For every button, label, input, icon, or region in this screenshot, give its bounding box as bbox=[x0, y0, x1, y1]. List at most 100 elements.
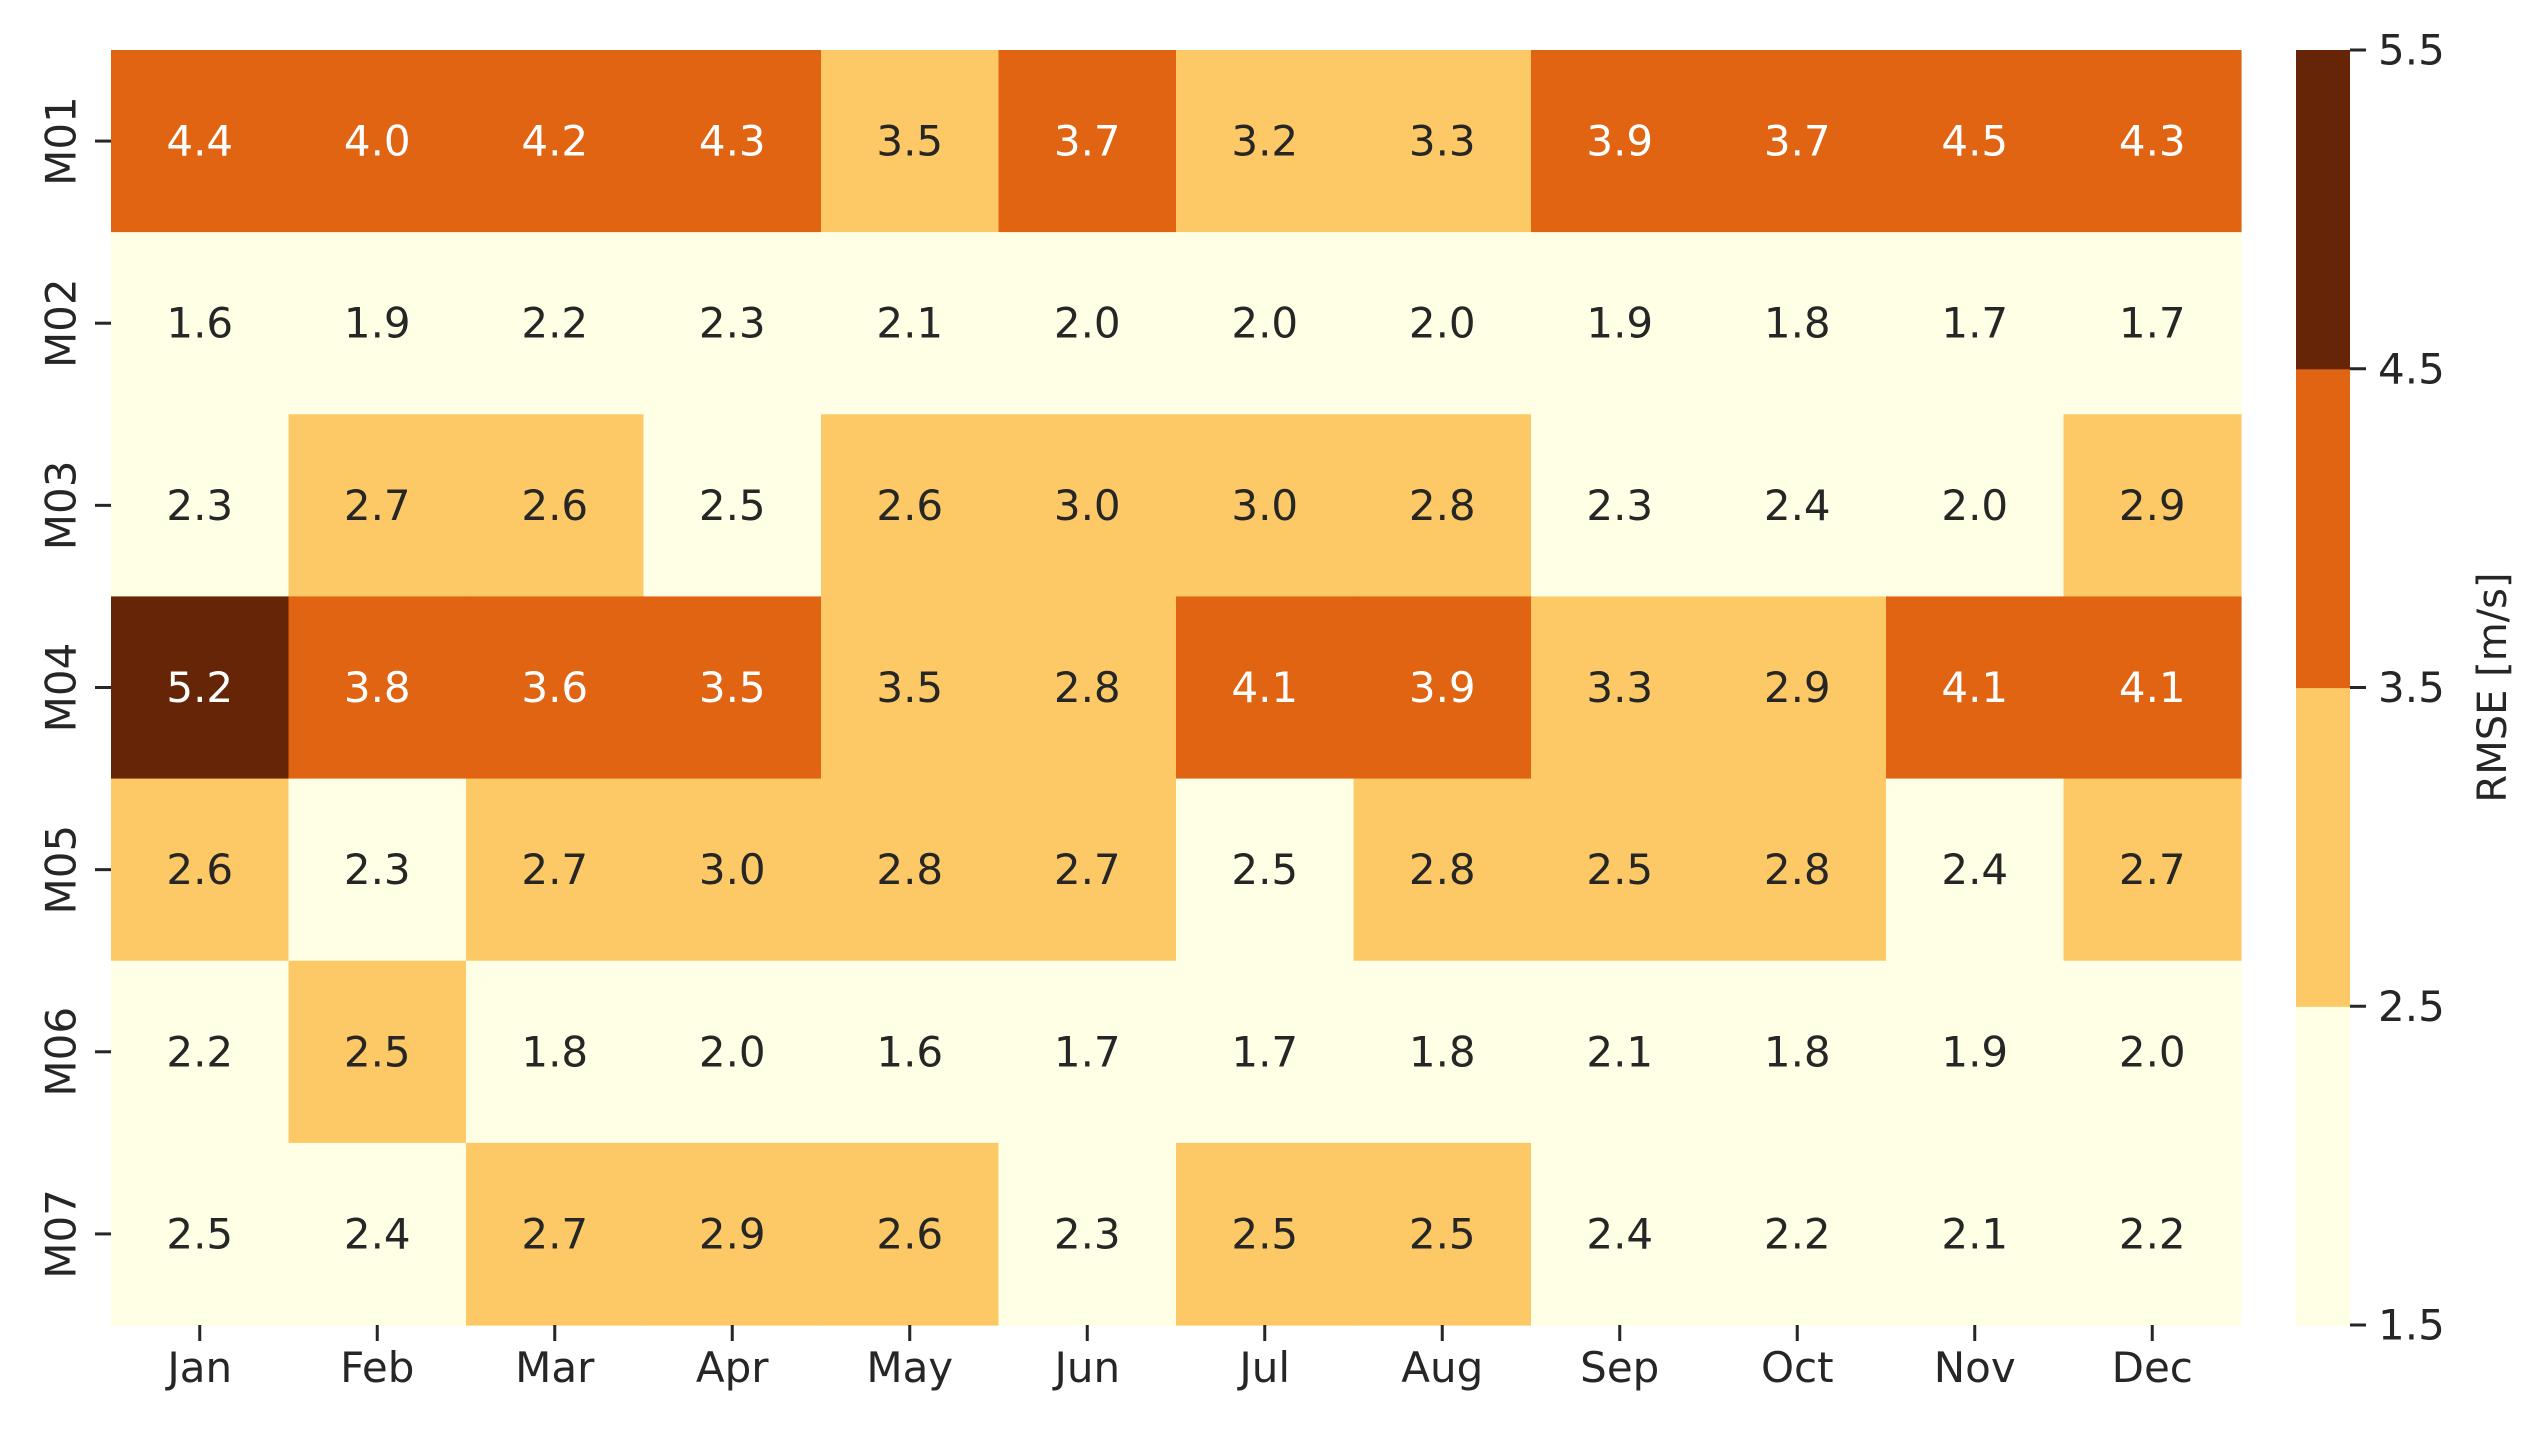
heatmap-cell bbox=[466, 232, 645, 415]
colorbar: 1.5 2.5 3.5 4.5 5.5 RMSE [m/s] bbox=[2296, 26, 2516, 1350]
heatmap-cell bbox=[288, 596, 467, 780]
heatmap-cell bbox=[111, 596, 290, 780]
heatmap-cell bbox=[1353, 596, 1532, 780]
cell-value-label: 1.7 bbox=[1941, 299, 2008, 348]
cell-value-label: 2.3 bbox=[699, 299, 766, 348]
heatmap-cell bbox=[1886, 960, 2065, 1144]
cell-value-label: 2.9 bbox=[699, 1209, 766, 1258]
cell-value-label: 3.0 bbox=[1231, 481, 1298, 530]
cell-value-label: 4.0 bbox=[344, 117, 411, 166]
cell-value-label: 2.5 bbox=[166, 1209, 233, 1258]
cell-value-label: 3.3 bbox=[1409, 117, 1476, 166]
heatmap-cell bbox=[2063, 1142, 2242, 1326]
heatmap-cell bbox=[1708, 1142, 1887, 1326]
heatmap-cell bbox=[1708, 50, 1887, 233]
cell-value-label: 3.5 bbox=[699, 663, 766, 712]
heatmap-cell bbox=[1353, 414, 1532, 598]
cell-value-label: 1.8 bbox=[1764, 1027, 1831, 1076]
cell-value-label: 2.1 bbox=[1941, 1209, 2008, 1258]
heatmap-cell bbox=[1886, 596, 2065, 780]
heatmap-cell bbox=[2063, 232, 2242, 415]
heatmap-cell bbox=[1176, 414, 1355, 598]
heatmap-cell bbox=[111, 414, 290, 598]
heatmap-cell bbox=[1531, 1142, 1710, 1326]
heatmap-cell bbox=[1353, 50, 1532, 233]
x-tick-label: Jun bbox=[1051, 1343, 1120, 1392]
cell-value-label: 2.5 bbox=[344, 1027, 411, 1076]
cell-value-label: 2.0 bbox=[2119, 1027, 2186, 1076]
y-tick-label: M05 bbox=[37, 825, 86, 915]
y-tick-label: M02 bbox=[37, 278, 86, 368]
cell-value-label: 1.7 bbox=[1054, 1027, 1121, 1076]
cell-value-label: 5.2 bbox=[166, 663, 233, 712]
heatmap-cell bbox=[643, 50, 822, 233]
heatmap-cell bbox=[643, 778, 822, 962]
heatmap-cell bbox=[821, 232, 1000, 415]
heatmap-cell bbox=[821, 50, 1000, 233]
cell-value-label: 1.7 bbox=[2119, 299, 2186, 348]
cell-value-label: 2.4 bbox=[1941, 845, 2008, 894]
cell-value-label: 3.0 bbox=[1054, 481, 1121, 530]
x-tick-label: May bbox=[866, 1343, 953, 1392]
cell-value-label: 2.4 bbox=[344, 1209, 411, 1258]
cell-value-label: 1.7 bbox=[1231, 1027, 1298, 1076]
heatmap-cell bbox=[643, 232, 822, 415]
cell-value-label: 3.6 bbox=[521, 663, 588, 712]
colorbar-tick-label: 4.5 bbox=[2378, 344, 2445, 393]
cell-value-label: 2.9 bbox=[1764, 663, 1831, 712]
cell-value-label: 2.0 bbox=[699, 1027, 766, 1076]
cell-value-label: 4.1 bbox=[2119, 663, 2186, 712]
heatmap-cell bbox=[1531, 778, 1710, 962]
cell-value-label: 4.3 bbox=[699, 117, 766, 166]
heatmap-cell bbox=[111, 960, 290, 1144]
cell-value-label: 2.7 bbox=[2119, 845, 2186, 894]
colorbar-tick-label: 1.5 bbox=[2378, 1301, 2445, 1350]
cell-value-label: 3.7 bbox=[1764, 117, 1831, 166]
cell-value-label: 3.2 bbox=[1231, 117, 1298, 166]
heatmap-cell bbox=[1708, 778, 1887, 962]
heatmap-cell bbox=[111, 232, 290, 415]
heatmap-cell bbox=[1176, 778, 1355, 962]
heatmap-cell bbox=[998, 778, 1177, 962]
cell-value-label: 2.0 bbox=[1409, 299, 1476, 348]
heatmap-cell bbox=[998, 1142, 1177, 1326]
heatmap-cell bbox=[466, 1142, 645, 1326]
x-tick-label: Mar bbox=[515, 1343, 595, 1392]
cell-value-label: 2.0 bbox=[1941, 481, 2008, 530]
cell-value-label: 1.6 bbox=[876, 1027, 943, 1076]
heatmap-cell bbox=[288, 1142, 467, 1326]
heatmap-cell bbox=[466, 778, 645, 962]
cell-value-label: 2.3 bbox=[1054, 1209, 1121, 1258]
cell-value-label: 3.5 bbox=[876, 117, 943, 166]
heatmap-cell bbox=[1531, 960, 1710, 1144]
x-tick-label: Jan bbox=[164, 1343, 232, 1392]
cell-value-label: 2.8 bbox=[1764, 845, 1831, 894]
cell-value-label: 1.9 bbox=[344, 299, 411, 348]
y-tick-label: M01 bbox=[37, 96, 86, 186]
cell-value-label: 1.8 bbox=[521, 1027, 588, 1076]
heatmap-cell bbox=[1176, 1142, 1355, 1326]
cell-value-label: 2.9 bbox=[2119, 481, 2186, 530]
cell-value-label: 4.5 bbox=[1941, 117, 2008, 166]
cell-value-label: 3.3 bbox=[1586, 663, 1653, 712]
cell-value-label: 2.2 bbox=[521, 299, 588, 348]
heatmap-cell bbox=[1353, 960, 1532, 1144]
heatmap-cell bbox=[111, 1142, 290, 1326]
cell-value-label: 1.8 bbox=[1409, 1027, 1476, 1076]
heatmap-cell bbox=[1176, 50, 1355, 233]
cell-value-label: 2.4 bbox=[1764, 481, 1831, 530]
heatmap-cell bbox=[1353, 1142, 1532, 1326]
heatmap-cell bbox=[466, 960, 645, 1144]
heatmap-cell bbox=[111, 50, 290, 233]
cell-value-label: 4.2 bbox=[521, 117, 588, 166]
cell-value-label: 3.8 bbox=[344, 663, 411, 712]
cell-value-label: 1.9 bbox=[1586, 299, 1653, 348]
cell-value-label: 2.2 bbox=[1764, 1209, 1831, 1258]
heatmap-cell bbox=[998, 596, 1177, 780]
cell-value-label: 1.9 bbox=[1941, 1027, 2008, 1076]
heatmap-cell bbox=[1176, 596, 1355, 780]
y-tick-label: M04 bbox=[37, 643, 86, 733]
cell-value-label: 2.6 bbox=[166, 845, 233, 894]
